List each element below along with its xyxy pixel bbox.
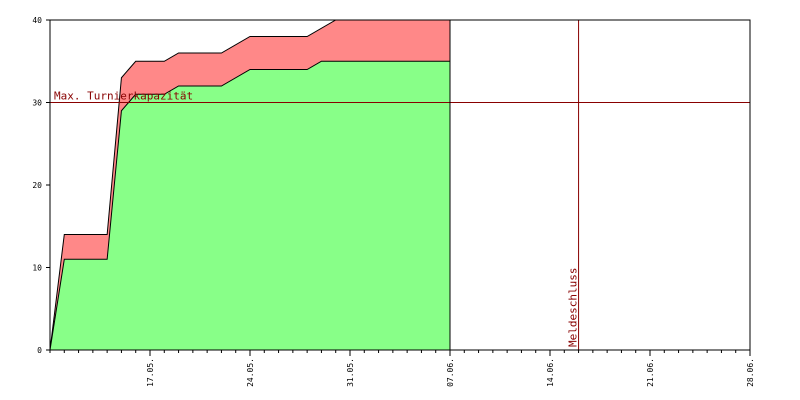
area-series-line-1: [49, 19, 450, 351]
reference-lines-group: Max. Turnierkapazität Meldeschluss: [50, 20, 750, 350]
y-tick-label: 40: [32, 16, 42, 25]
area-series-0: [50, 61, 450, 350]
area-series-group: [49, 19, 450, 351]
capacity-label: Max. Turnierkapazität: [54, 90, 193, 103]
y-tick-label: 10: [32, 264, 42, 273]
area-series-line-0: [49, 60, 450, 351]
x-axis: 17.05. 24.05. 31.05. 07.06. 14.06. 21.06. 28.0…: [49, 350, 755, 387]
y-tick-label: 20: [32, 181, 42, 190]
deadline-label: Meldeschluss: [567, 268, 580, 347]
x-tick-label: 24.05.: [246, 358, 255, 387]
x-tick-label: 07.06.: [446, 358, 455, 387]
x-tick-label: 14.06.: [546, 358, 555, 387]
x-tick-label: 21.06.: [646, 358, 655, 387]
x-tick-label: 28.06.: [746, 358, 755, 387]
x-tick-label: 31.05.: [346, 358, 355, 387]
y-tick-label: 0: [37, 346, 42, 355]
y-axis: 0 10 20 30 40: [32, 16, 50, 355]
y-tick-label: 30: [32, 99, 42, 108]
x-tick-label: 17.05.: [146, 358, 155, 387]
